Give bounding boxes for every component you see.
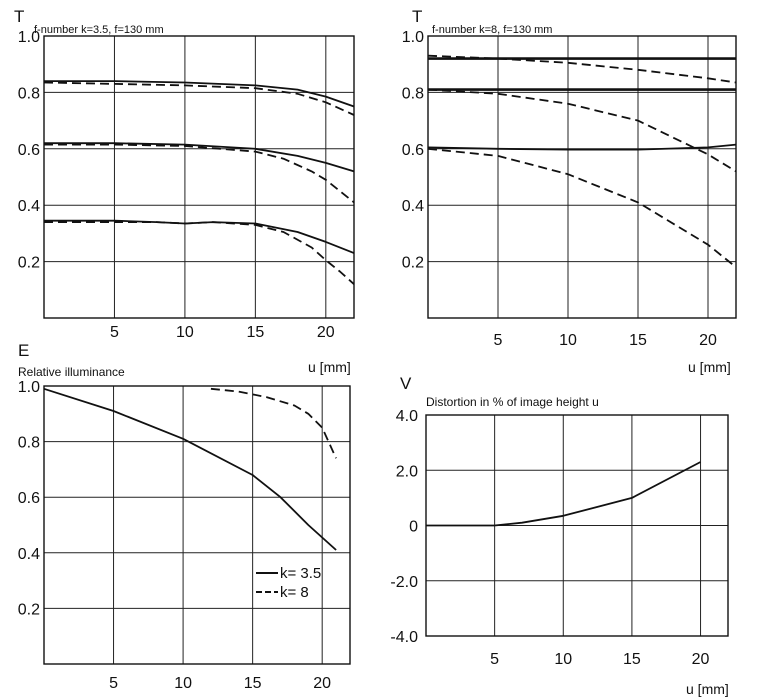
- series-line-dashed-1: [210, 387, 337, 459]
- legend-label: k= 3.5: [280, 565, 321, 582]
- y-tick-label: 0: [409, 519, 418, 536]
- y-tick-label: 0.6: [402, 142, 424, 159]
- x-tick-label: 20: [692, 651, 710, 668]
- y-tick-label: 0.6: [18, 490, 40, 507]
- y-tick-label: 0.2: [402, 255, 424, 272]
- x-axis-label: u [mm]: [686, 681, 729, 697]
- series-line-solid-0: [426, 461, 701, 527]
- series-line-dashed-1: [427, 54, 737, 84]
- plot-frame: [43, 385, 351, 665]
- plot-frame: [43, 35, 355, 319]
- x-tick-label: 5: [490, 651, 499, 668]
- series-line-dashed-3: [44, 143, 355, 204]
- y-tick-label: 4.0: [396, 408, 418, 425]
- x-tick-label: 20: [313, 675, 331, 692]
- legend-label: k= 8: [280, 584, 309, 601]
- plot-title: f-number k=3.5, f=130 mm: [34, 24, 164, 36]
- x-tick-label: 15: [623, 651, 641, 668]
- series-line-solid-2: [44, 142, 355, 173]
- series-line-dashed-3: [427, 88, 737, 173]
- plot-transmission-k8: T f-number k=8, f=130 mm u [mm] 5 10 15 20 0…: [402, 7, 737, 375]
- y-tick-label: 1.0: [18, 29, 40, 46]
- x-tick-label: 15: [246, 324, 264, 341]
- y-tick-label: 2.0: [396, 463, 418, 480]
- series-line-dashed-5: [427, 147, 737, 268]
- x-tick-label: 20: [317, 324, 335, 341]
- y-tick-label: 0.8: [18, 85, 40, 102]
- series-line-dashed-1: [43, 81, 355, 116]
- x-tick-label: 15: [244, 675, 262, 692]
- plot-title: Distortion in % of image height u: [426, 395, 599, 409]
- y-tick-label: -4.0: [390, 629, 418, 646]
- plot-title: f-number k=8, f=130 mm: [432, 24, 552, 36]
- plot-distortion: V Distortion in % of image height u u [m…: [390, 374, 728, 697]
- y-tick-label: 0.8: [18, 435, 40, 452]
- y-axis-label: E: [18, 341, 29, 360]
- x-tick-label: 15: [629, 332, 647, 349]
- x-axis-unit-label: u [mm]: [308, 359, 351, 375]
- y-tick-label: 0.2: [18, 255, 40, 272]
- x-tick-label: 5: [494, 332, 503, 349]
- y-tick-label: 1.0: [402, 29, 424, 46]
- y-axis-label: T: [412, 7, 422, 26]
- x-axis-label: u [mm]: [688, 359, 731, 375]
- y-tick-label: -2.0: [390, 574, 418, 591]
- y-tick-label: 0.4: [18, 546, 40, 563]
- series-line-solid-4: [44, 219, 355, 254]
- y-tick-label: 1.0: [18, 379, 40, 396]
- series-line-solid-4: [427, 143, 737, 151]
- series-line-solid-0: [44, 80, 355, 108]
- series-line-solid-0: [43, 387, 337, 551]
- y-tick-label: 0.8: [402, 85, 424, 102]
- plot-transmission-k35: T f-number k=3.5, f=130 mm 5 10 15 20 0.2 0.4…: [14, 7, 355, 341]
- x-tick-label: 20: [699, 332, 717, 349]
- y-tick-label: 0.2: [18, 601, 40, 618]
- y-tick-label: 0.6: [18, 142, 40, 159]
- x-tick-label: 10: [559, 332, 577, 349]
- series-line-dashed-5: [44, 221, 355, 285]
- y-tick-label: 0.4: [402, 198, 424, 215]
- x-tick-label: 10: [174, 675, 192, 692]
- y-tick-label: 0.4: [18, 198, 40, 215]
- y-axis-label: T: [14, 7, 24, 26]
- plot-title: Relative illuminance: [18, 365, 125, 379]
- x-tick-label: 10: [554, 651, 572, 668]
- y-axis-label: V: [400, 374, 412, 393]
- x-tick-label: 5: [110, 324, 119, 341]
- x-tick-label: 10: [176, 324, 194, 341]
- x-tick-label: 5: [109, 675, 118, 692]
- plot-frame: [427, 35, 737, 319]
- plot-relative-illuminance: E Relative illuminance 5 10 15 20 0.2 0.4 0.6 0…: [18, 341, 351, 692]
